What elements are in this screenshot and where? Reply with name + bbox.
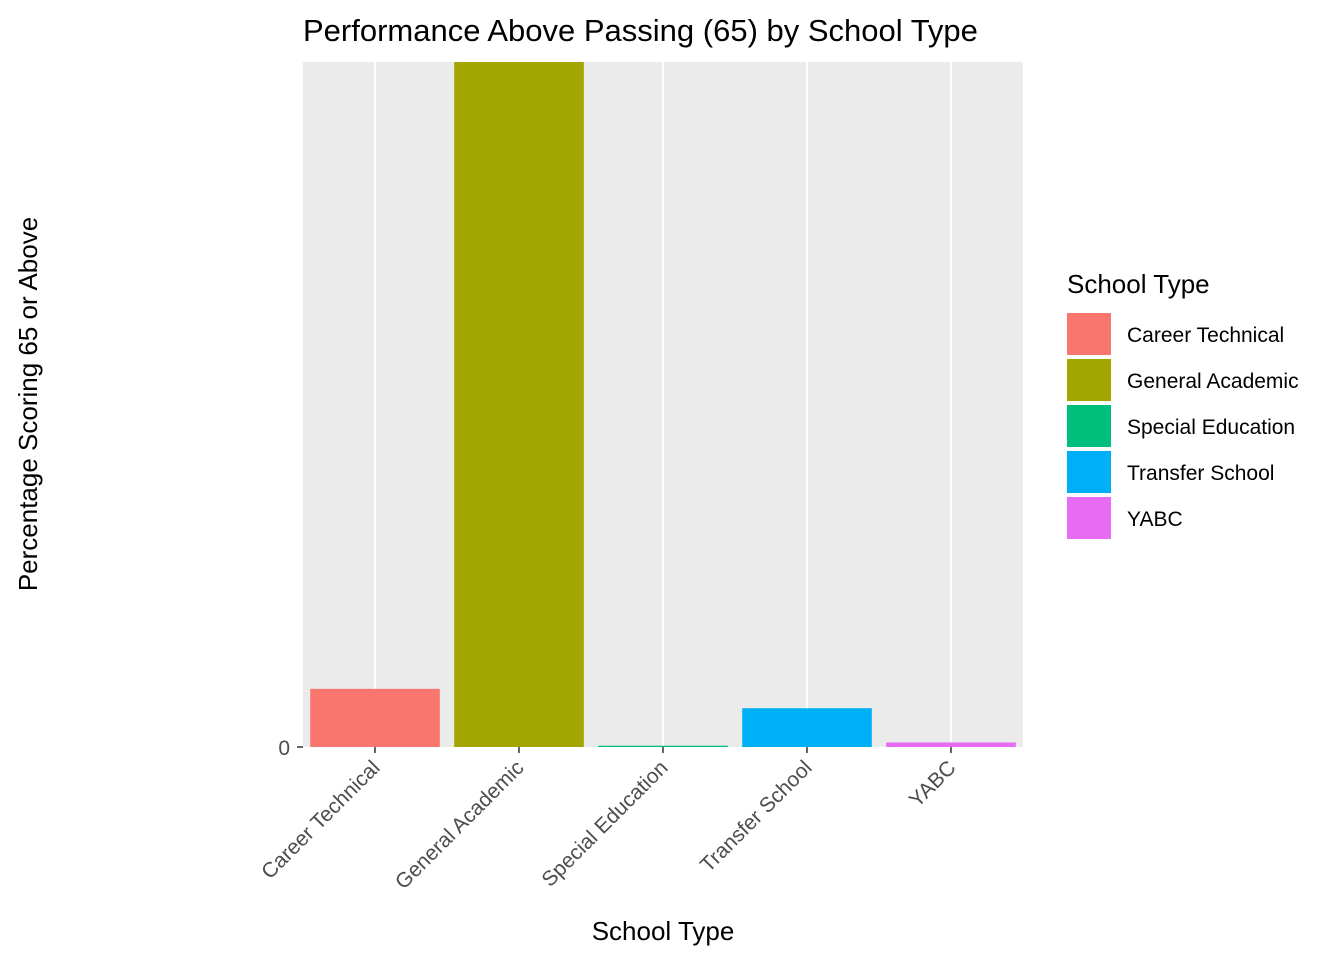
x-axis: Career Technical General Academic Special … [257, 747, 961, 894]
x-tick-label: Special Education [537, 756, 672, 891]
bars [310, 62, 1016, 747]
y-axis-title: Percentage Scoring 65 or Above [13, 217, 43, 591]
bar-special-education [598, 745, 728, 747]
x-axis-title: School Type [592, 916, 735, 946]
legend-label: Special Education [1127, 416, 1295, 439]
legend-label: Transfer School [1127, 462, 1274, 485]
bar-transfer-school [742, 708, 872, 747]
bar-career-technical [310, 688, 440, 747]
legend-key [1067, 497, 1111, 539]
bar-general-academic [454, 62, 584, 747]
legend-label: General Academic [1127, 370, 1299, 393]
y-axis: 0 [278, 737, 303, 760]
legend-key [1067, 451, 1111, 493]
x-tick-label: Career Technical [257, 756, 384, 883]
x-tick-label: General Academic [391, 756, 529, 894]
legend-key [1067, 313, 1111, 355]
legend-title: School Type [1067, 269, 1210, 299]
x-tick-label: YABC [905, 756, 961, 812]
x-tick-label: Transfer School [696, 756, 817, 877]
legend-key [1067, 359, 1111, 401]
legend-label: Career Technical [1127, 324, 1284, 347]
bar-yabc [886, 742, 1016, 747]
chart-title: Performance Above Passing (65) by School… [303, 13, 978, 48]
y-tick-label: 0 [278, 737, 290, 760]
legend: School Type Career Technical General Acad… [1067, 269, 1299, 539]
legend-label: YABC [1127, 508, 1183, 531]
legend-key [1067, 405, 1111, 447]
